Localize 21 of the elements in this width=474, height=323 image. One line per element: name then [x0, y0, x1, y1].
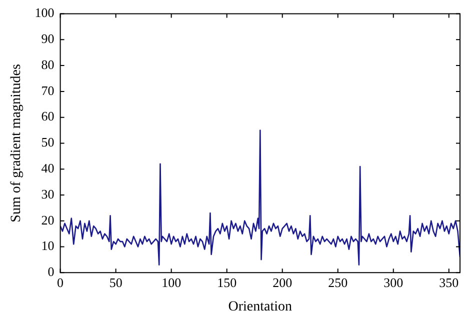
x-tick-label: 350	[439, 274, 459, 290]
x-tick-label: 0	[57, 274, 64, 290]
y-tick-label: 90	[41, 31, 54, 46]
x-axis-title: Orientation	[228, 299, 292, 314]
y-tick-label: 0	[48, 264, 54, 280]
x-tick-label: 50	[109, 274, 122, 290]
x-tick-label: 300	[384, 274, 404, 290]
x-tick-label: 200	[272, 274, 292, 290]
x-tick-label: 150	[217, 274, 237, 290]
x-tick-label: 250	[328, 274, 348, 290]
y-tick-label: 40	[41, 160, 54, 176]
y-tick-label: 80	[41, 56, 54, 72]
y-tick-label: 60	[41, 108, 54, 124]
x-tick-label: 100	[162, 274, 182, 290]
y-axis-title: Sum of gradient magnitudes	[9, 64, 24, 222]
y-tick-label: 70	[41, 82, 54, 98]
y-tick-label: 30	[41, 186, 54, 202]
y-tick-label: 50	[41, 134, 54, 150]
y-tick-label: 20	[41, 212, 54, 228]
y-tick-label: 100	[34, 5, 54, 20]
y-tick-label: 10	[41, 238, 54, 254]
